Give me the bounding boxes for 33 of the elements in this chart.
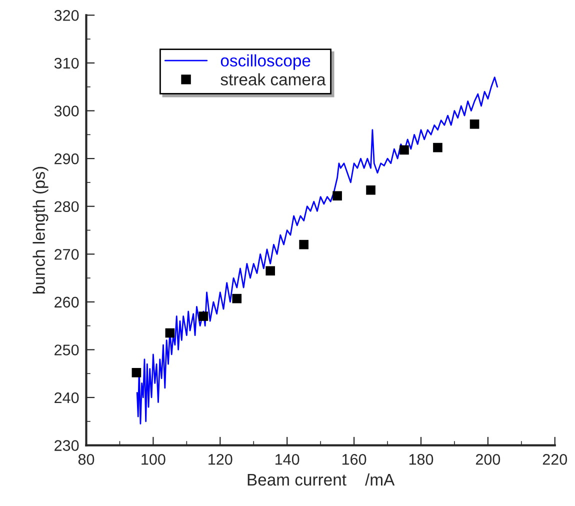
x-axis-title: Beam current /mA <box>248 473 395 486</box>
y-tick-label: 280 <box>54 201 79 212</box>
x-tick-label: 120 <box>208 454 232 465</box>
point <box>266 266 276 276</box>
x-tick-label: 180 <box>409 454 434 465</box>
point <box>232 294 242 304</box>
x-tick-label: 140 <box>276 454 300 465</box>
x-tick-label: 100 <box>142 454 166 465</box>
x-tick-label: 200 <box>476 454 500 465</box>
point <box>433 142 442 152</box>
legend-label: streak camera <box>220 73 326 86</box>
point <box>198 312 208 321</box>
point <box>132 368 142 378</box>
legend-label: oscilloscope <box>220 54 310 70</box>
point <box>470 119 480 129</box>
y-tick-label: 300 <box>54 106 79 116</box>
x-tick-label: 160 <box>342 454 366 465</box>
y-tick-label: 290 <box>54 153 79 164</box>
point <box>400 145 409 155</box>
x-tick-label: 80 <box>78 454 94 465</box>
point <box>332 191 342 200</box>
point <box>366 185 376 195</box>
x-tick-label: 220 <box>542 454 568 465</box>
y-tick-label: 260 <box>54 296 79 308</box>
y-tick-label: 250 <box>54 344 79 356</box>
y-tick-label: 240 <box>54 392 79 404</box>
y-tick-label: 310 <box>54 58 79 69</box>
y-tick-label: 230 <box>54 440 79 451</box>
point <box>299 240 308 250</box>
y-tick-label: 320 <box>54 10 79 21</box>
point <box>165 328 175 338</box>
y-axis-title: bunch length (ps) <box>32 166 48 294</box>
y-tick-label: 270 <box>54 248 79 260</box>
